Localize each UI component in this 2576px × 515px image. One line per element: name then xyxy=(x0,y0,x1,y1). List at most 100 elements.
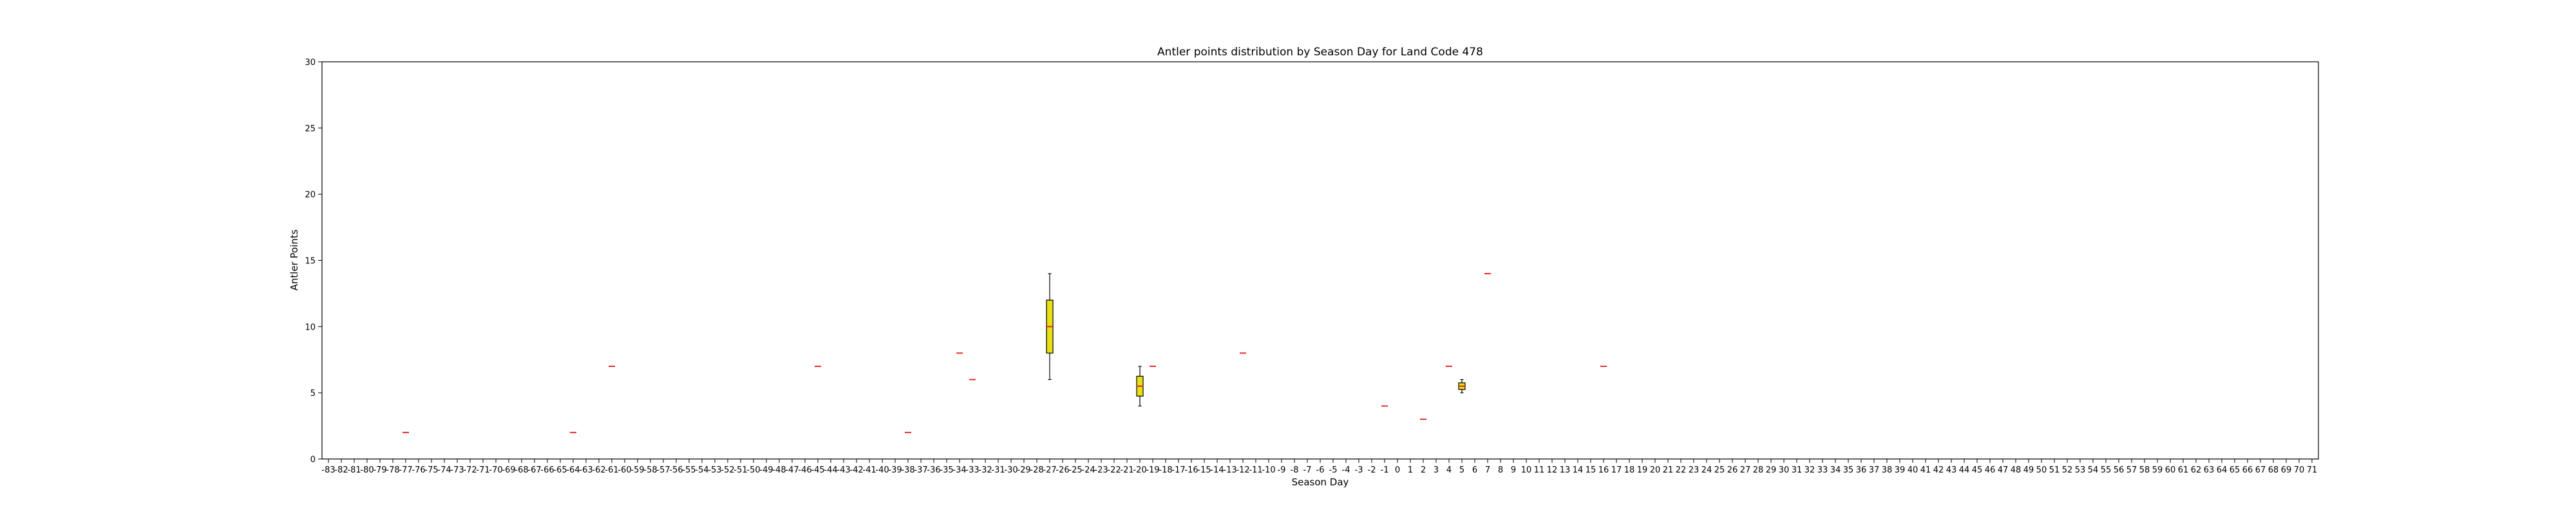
x-tick-label: 23 xyxy=(1689,465,1700,475)
x-tick-label: -56 xyxy=(669,465,683,475)
x-tick-label: -59 xyxy=(630,465,644,475)
x-tick-label: 13 xyxy=(1560,465,1571,475)
x-tick-label: -47 xyxy=(785,465,799,475)
x-tick-label: -70 xyxy=(489,465,502,475)
x-tick-label: 70 xyxy=(2294,465,2305,475)
x-tick-label: 30 xyxy=(1779,465,1790,475)
box-day--20 xyxy=(1136,366,1144,407)
x-tick-label: 51 xyxy=(2049,465,2060,475)
x-tick-label: 68 xyxy=(2268,465,2279,475)
x-tick-label: -69 xyxy=(502,465,515,475)
x-tick-label: -8 xyxy=(1291,465,1299,475)
x-tick-label: -54 xyxy=(695,465,708,475)
x-tick-label: -26 xyxy=(1056,465,1069,475)
x-tick-label: -41 xyxy=(862,465,876,475)
x-axis-label: Season Day xyxy=(1292,476,1349,488)
x-tick-label: 14 xyxy=(1573,465,1584,475)
x-tick-label: -7 xyxy=(1303,465,1312,475)
x-tick-label: -73 xyxy=(450,465,464,475)
y-tick-label: 25 xyxy=(305,124,316,134)
x-tick-label: -74 xyxy=(437,465,451,475)
x-tick-label: 22 xyxy=(1676,465,1687,475)
x-tick-label: -71 xyxy=(476,465,489,475)
x-tick-label: 36 xyxy=(1856,465,1867,475)
x-tick-label: -16 xyxy=(1184,465,1198,475)
x-tick-label: 64 xyxy=(2217,465,2228,475)
y-tick-label: 30 xyxy=(305,58,316,68)
x-tick-label: -60 xyxy=(618,465,631,475)
x-tick-label: -72 xyxy=(463,465,477,475)
x-tick-label: -25 xyxy=(1068,465,1082,475)
x-tick-label: -22 xyxy=(1107,465,1121,475)
x-tick-label: -30 xyxy=(1004,465,1018,475)
x-tick-label: 19 xyxy=(1637,465,1648,475)
x-tick-label: 59 xyxy=(2152,465,2163,475)
x-tick-label: -62 xyxy=(592,465,605,475)
x-tick-label: 2 xyxy=(1421,465,1426,475)
x-tick-label: -45 xyxy=(811,465,824,475)
x-tick-label: -23 xyxy=(1094,465,1108,475)
x-tick-label: 50 xyxy=(2036,465,2047,475)
x-tick-label: -29 xyxy=(1017,465,1030,475)
x-tick-label: -5 xyxy=(1329,465,1338,475)
x-tick-label: -36 xyxy=(927,465,940,475)
x-tick-label: 20 xyxy=(1650,465,1661,475)
x-tick-label: 53 xyxy=(2075,465,2086,475)
x-tick-label: 44 xyxy=(1959,465,1970,475)
x-tick-label: 6 xyxy=(1472,465,1477,475)
x-tick-label: -38 xyxy=(901,465,914,475)
x-tick-label: 7 xyxy=(1485,465,1490,475)
x-tick-label: 71 xyxy=(2307,465,2318,475)
x-tick-label: 40 xyxy=(1908,465,1918,475)
x-tick-label: 43 xyxy=(1946,465,1957,475)
x-tick-label: -4 xyxy=(1342,465,1350,475)
x-tick-label: 52 xyxy=(2062,465,2073,475)
x-tick-label: -27 xyxy=(1043,465,1056,475)
x-tick-label: 46 xyxy=(1985,465,1996,475)
x-tick-label: -39 xyxy=(888,465,902,475)
y-tick-label: 0 xyxy=(310,455,316,465)
x-tick-label: 31 xyxy=(1792,465,1803,475)
x-tick-label: 37 xyxy=(1869,465,1880,475)
box-day-5 xyxy=(1458,379,1466,393)
x-tick-label: 61 xyxy=(2178,465,2189,475)
x-tick-label: -58 xyxy=(643,465,657,475)
x-tick-label: -18 xyxy=(1159,465,1172,475)
x-tick-label: -48 xyxy=(772,465,786,475)
x-tick-label: -65 xyxy=(553,465,567,475)
x-tick-label: 34 xyxy=(1830,465,1841,475)
x-tick-label: 12 xyxy=(1547,465,1558,475)
x-tick-label: -68 xyxy=(515,465,528,475)
x-tick-label: -83 xyxy=(321,465,335,475)
x-tick-label: -6 xyxy=(1316,465,1325,475)
x-tick-label: 25 xyxy=(1714,465,1725,475)
x-tick-label: -11 xyxy=(1249,465,1262,475)
x-tick-label: -10 xyxy=(1262,465,1275,475)
x-tick-label: 28 xyxy=(1753,465,1764,475)
x-tick-label: 54 xyxy=(2088,465,2099,475)
x-tick-label: 3 xyxy=(1434,465,1439,475)
x-tick-label: 35 xyxy=(1843,465,1854,475)
x-tick-label: 27 xyxy=(1740,465,1751,475)
x-tick-label: -66 xyxy=(540,465,554,475)
x-tick-label: 17 xyxy=(1611,465,1622,475)
x-tick-label: 41 xyxy=(1920,465,1931,475)
x-tick-label: 58 xyxy=(2139,465,2150,475)
x-tick-label: -28 xyxy=(1030,465,1043,475)
x-tick-label: -21 xyxy=(1120,465,1133,475)
x-tick-label: 55 xyxy=(2101,465,2112,475)
x-tick-label: 63 xyxy=(2204,465,2215,475)
x-tick-label: 15 xyxy=(1586,465,1596,475)
x-tick-label: -19 xyxy=(1146,465,1159,475)
x-tick-label: 33 xyxy=(1817,465,1828,475)
x-tick-label: -67 xyxy=(527,465,541,475)
x-tick-label: -24 xyxy=(1081,465,1095,475)
x-tick-label: 24 xyxy=(1701,465,1712,475)
x-tick-label: 60 xyxy=(2165,465,2176,475)
x-tick-label: -17 xyxy=(1171,465,1185,475)
x-tick-label: 8 xyxy=(1498,465,1503,475)
x-tick-label: 1 xyxy=(1408,465,1413,475)
x-tick-label: -20 xyxy=(1133,465,1146,475)
x-tick-label: -76 xyxy=(412,465,425,475)
